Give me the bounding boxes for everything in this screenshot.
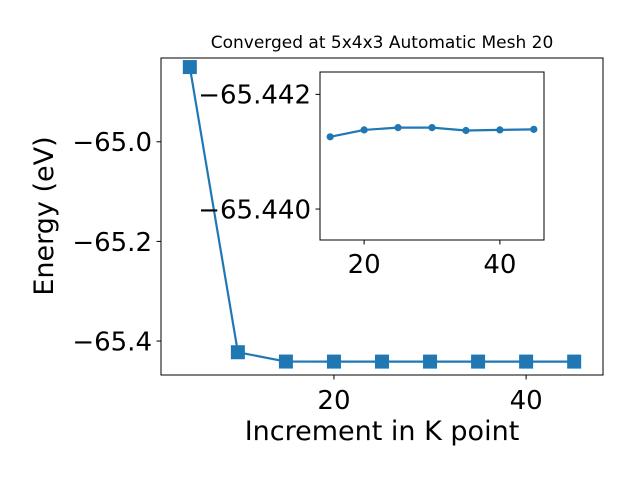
inset-data-point	[360, 126, 368, 134]
y-axis-label: Energy (eV)	[29, 136, 60, 295]
main-data-point	[278, 354, 293, 369]
inset-frame	[319, 71, 545, 241]
inset-x-tick-label: 40	[483, 250, 516, 280]
inset-data-point	[496, 126, 504, 134]
main-y-tick-label: −65.0	[72, 128, 152, 158]
main-y-tick-label: −65.4	[72, 327, 152, 357]
chart-title: Converged at 5x4x3 Automatic Mesh 20	[211, 33, 554, 53]
inset-data-point	[394, 124, 402, 132]
main-data-point	[471, 354, 486, 369]
main-data-point	[519, 354, 534, 369]
main-y-tick-label: −65.2	[72, 228, 152, 258]
inset-data-point	[428, 124, 436, 132]
main-data-point	[567, 354, 582, 369]
inset-data-point	[462, 126, 470, 135]
main-x-tick-label: 20	[317, 386, 350, 416]
inset-x-tick-label: 20	[348, 250, 381, 280]
main-data-point	[326, 354, 341, 369]
inset-data-point	[530, 125, 538, 133]
inset-plot-area: 20 40 −65.442 −65.440	[198, 71, 545, 280]
inset-y-tick-label: −65.442	[198, 81, 311, 111]
main-data-point	[182, 60, 197, 75]
inset-data-point	[326, 133, 334, 141]
inset-y-tick-label: −65.440	[198, 195, 311, 225]
main-data-point	[230, 345, 245, 360]
x-axis-label: Increment in K point	[245, 416, 520, 447]
main-data-point	[423, 354, 438, 369]
main-data-point	[375, 354, 389, 369]
main-x-tick-label: 40	[510, 386, 543, 416]
